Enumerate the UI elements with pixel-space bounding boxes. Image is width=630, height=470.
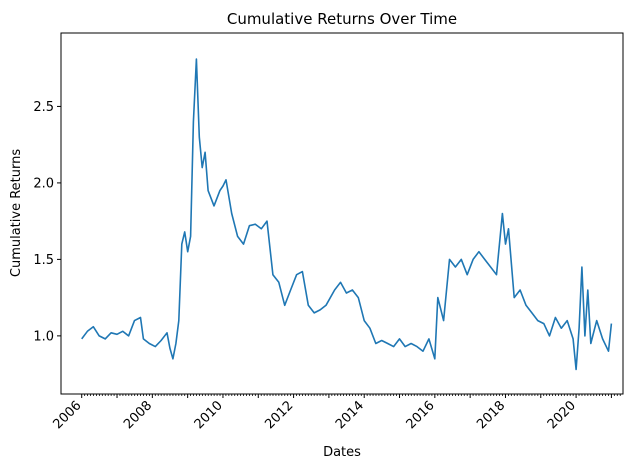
y-tick-label: 1.5 <box>33 253 54 268</box>
x-tick-label: 2014 <box>333 398 367 432</box>
plot-area <box>61 33 623 394</box>
y-tick-label: 2.0 <box>33 176 54 191</box>
chart-title: Cumulative Returns Over Time <box>227 10 457 28</box>
y-tick-label: 1.0 <box>33 329 54 344</box>
series-layer <box>81 58 613 371</box>
x-axis: 2006 2008 2010 2012 2014 2016 2018 2020 <box>51 394 621 432</box>
x-tick-label: 2018 <box>474 398 508 432</box>
x-tick-label: 2012 <box>262 398 296 432</box>
x-tick-label: 2006 <box>51 398 85 432</box>
series-line <box>81 58 613 371</box>
x-tick-label: 2010 <box>192 398 226 432</box>
x-tick-label: 2016 <box>404 398 438 432</box>
y-axis-label: Cumulative Returns <box>9 149 24 277</box>
x-tick-label: 2008 <box>121 398 155 432</box>
plot-frame <box>60 32 624 395</box>
y-axis: 1.0 1.5 2.0 2.5 <box>33 100 61 344</box>
x-tick-label: 2020 <box>545 398 579 432</box>
x-axis-label: Dates <box>323 445 361 460</box>
y-tick-label: 2.5 <box>33 100 54 115</box>
